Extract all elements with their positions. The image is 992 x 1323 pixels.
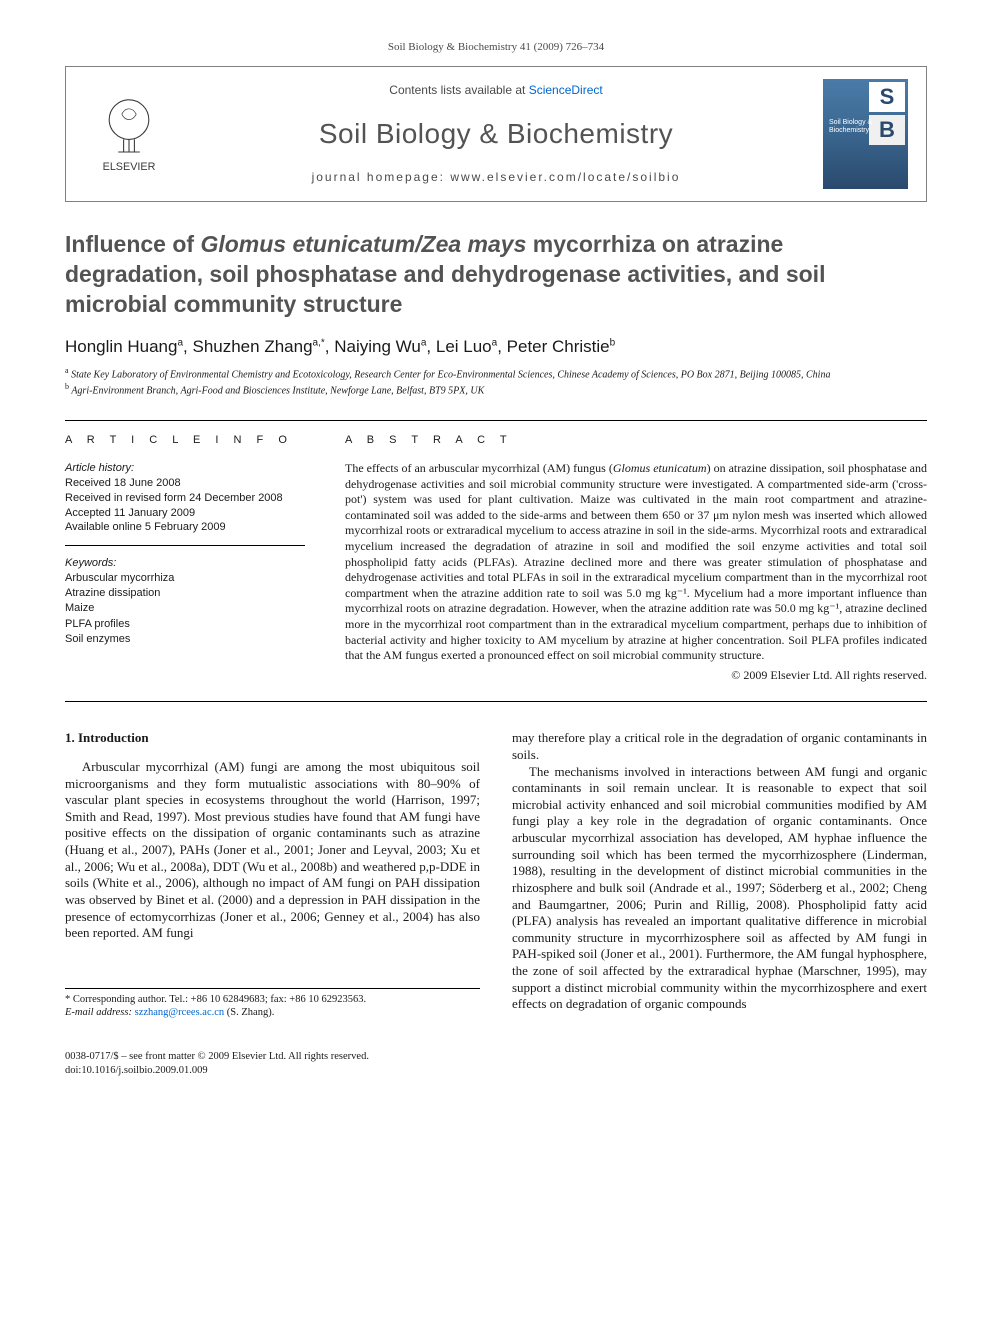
author-3-name: Lei Luo [436,337,492,356]
article-title: Influence of Glomus etunicatum/Zea mays … [65,230,927,320]
keywords-block: Keywords: Arbuscular mycorrhiza Atrazine… [65,556,305,647]
cover-label: Soil Biology & Biochemistry [829,119,908,134]
aff-b-text: Agri-Environment Branch, Agri-Food and B… [71,385,484,396]
divider-bottom [65,701,927,702]
abstract-copyright: © 2009 Elsevier Ltd. All rights reserved… [345,668,927,684]
keyword-0: Arbuscular mycorrhiza [65,571,305,586]
author-1-name: Shuzhen Zhang [192,337,312,356]
title-italic: Glomus etunicatum/Zea mays [200,231,526,257]
email-post: (S. Zhang). [227,1007,275,1018]
homepage-url: www.elsevier.com/locate/soilbio [450,170,680,184]
article-info-column: A R T I C L E I N F O Article history: R… [65,433,305,684]
corresponding-author: * Corresponding author. Tel.: +86 10 628… [65,993,480,1007]
abstract-text: The effects of an arbuscular mycorrhizal… [345,461,927,664]
abstract-part-2: ) on atrazine dissipation, soil phosphat… [345,461,927,662]
email-link[interactable]: szzhang@rcees.ac.cn [135,1007,225,1018]
author-0-name: Honglin Huang [65,337,177,356]
aff-a-text: State Key Laboratory of Environmental Ch… [71,369,830,380]
keyword-4: Soil enzymes [65,632,305,647]
aff-b-sup: b [65,382,69,391]
keywords-label: Keywords: [65,556,305,570]
body-columns: 1. Introduction Arbuscular mycorrhizal (… [65,730,927,1020]
authors: Honglin Huanga, Shuzhen Zhanga,*, Naiyin… [65,336,927,358]
intro-para-1: Arbuscular mycorrhizal (AM) fungi are am… [65,759,480,942]
history-revised: Received in revised form 24 December 200… [65,491,305,506]
homepage-prefix: journal homepage: [312,170,451,184]
footer-line-1: 0038-0717/$ – see front matter © 2009 El… [65,1050,927,1064]
elsevier-logo: ELSEVIER [84,89,174,179]
title-pre: Influence of [65,231,200,257]
email-line: E-mail address: szzhang@rcees.ac.cn (S. … [65,1006,480,1020]
meta-abstract-row: A R T I C L E I N F O Article history: R… [65,421,927,702]
journal-header-box: ELSEVIER Contents lists available at Sci… [65,66,927,202]
affiliations: a State Key Laboratory of Environmental … [65,366,927,398]
author-1: Shuzhen Zhanga,* [192,337,324,356]
history-accepted: Accepted 11 January 2009 [65,506,305,521]
intro-para-2a: may therefore play a critical role in th… [512,730,927,763]
intro-para-2b: The mechanisms involved in interactions … [512,764,927,1013]
cover-letter-s: S [869,82,905,112]
history-online: Available online 5 February 2009 [65,520,305,535]
aff-a-sup: a [65,366,69,375]
sciencedirect-link[interactable]: ScienceDirect [529,83,603,97]
citation-line: Soil Biology & Biochemistry 41 (2009) 72… [65,40,927,54]
author-3-aff: a [492,337,498,348]
author-4-name: Peter Christie [507,337,610,356]
section-heading-intro: 1. Introduction [65,730,480,747]
author-4-aff: b [610,337,616,348]
author-2-name: Naiying Wu [334,337,421,356]
author-3: Lei Luoa [436,337,497,356]
abstract-part-1: Glomus etunicatum [613,461,707,475]
affiliation-b: b Agri-Environment Branch, Agri-Food and… [65,382,927,398]
journal-cover: S B Soil Biology & Biochemistry [823,79,908,189]
keyword-1: Atrazine dissipation [65,586,305,601]
author-0-aff: a [177,337,183,348]
author-4: Peter Christieb [507,337,616,356]
history-received: Received 18 June 2008 [65,476,305,491]
footer-meta: 0038-0717/$ – see front matter © 2009 El… [65,1050,927,1077]
abstract-heading: A B S T R A C T [345,433,927,447]
journal-title: Soil Biology & Biochemistry [184,116,808,152]
author-2-aff: a [421,337,427,348]
footer-line-2: doi:10.1016/j.soilbio.2009.01.009 [65,1064,927,1078]
article-info-heading: A R T I C L E I N F O [65,433,305,447]
footnote-block: * Corresponding author. Tel.: +86 10 628… [65,988,480,1020]
homepage-line: journal homepage: www.elsevier.com/locat… [184,170,808,186]
header-center: Contents lists available at ScienceDirec… [184,83,808,187]
abstract-part-0: The effects of an arbuscular mycorrhizal… [345,461,613,475]
body-column-left: 1. Introduction Arbuscular mycorrhizal (… [65,730,480,1020]
contents-prefix: Contents lists available at [389,83,528,97]
abstract-column: A B S T R A C T The effects of an arbusc… [345,433,927,684]
author-2: Naiying Wua [334,337,426,356]
contents-line: Contents lists available at ScienceDirec… [184,83,808,99]
email-label: E-mail address: [65,1007,132,1018]
history-label: Article history: [65,461,305,476]
keywords-list: Arbuscular mycorrhiza Atrazine dissipati… [65,571,305,648]
author-1-aff: a,* [313,337,325,348]
author-0: Honglin Huanga [65,337,183,356]
affiliation-a: a State Key Laboratory of Environmental … [65,366,927,382]
history-block: Article history: Received 18 June 2008 R… [65,461,305,546]
body-column-right: may therefore play a critical role in th… [512,730,927,1020]
keyword-3: PLFA profiles [65,617,305,632]
keyword-2: Maize [65,601,305,616]
elsevier-text: ELSEVIER [103,161,156,173]
